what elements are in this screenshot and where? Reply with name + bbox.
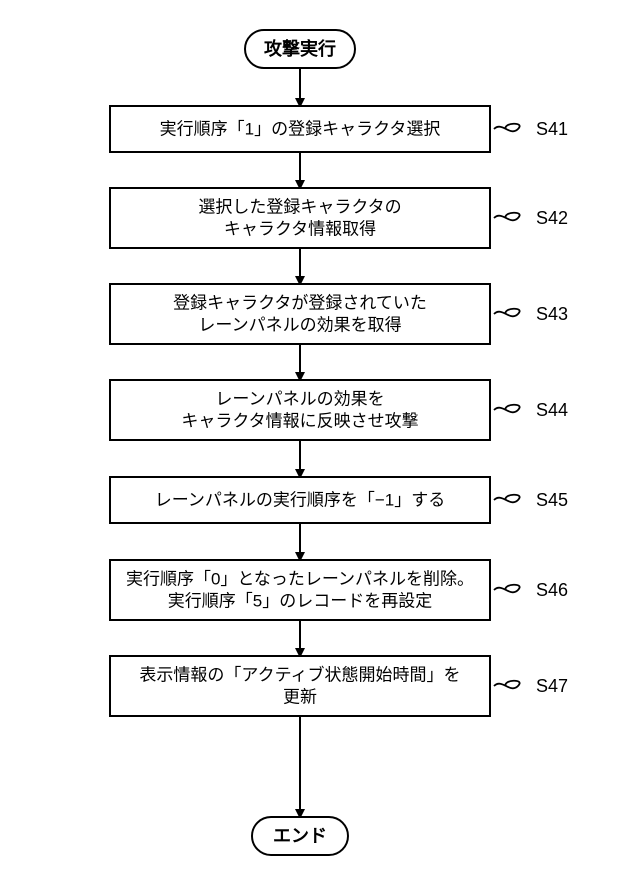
process-step-text: キャラクタ情報取得 [224, 220, 376, 239]
step-id-label: S46 [536, 580, 568, 600]
step-id-label: S43 [536, 304, 568, 324]
terminal-node: 攻撃実行 [245, 30, 355, 68]
process-step-text: レーンパネルの効果を [215, 390, 384, 409]
terminal-node: エンド [252, 817, 348, 855]
process-step-text: キャラクタ情報に反映させ攻撃 [181, 412, 418, 431]
terminal-label: 攻撃実行 [264, 38, 336, 59]
process-step-text: 実行順序「1」の登録キャラクタ選択 [160, 120, 441, 139]
process-step-text: 実行順序「0」となったレーンパネルを削除。 [126, 570, 474, 589]
process-step-text: レーンパネルの効果を取得 [198, 316, 401, 335]
step-id-label: S44 [536, 400, 568, 420]
process-step-text: 選択した登録キャラクタの [198, 198, 401, 217]
process-step-text: レーンパネルの実行順序を「−1」する [155, 491, 446, 510]
terminal-label: エンド [273, 826, 327, 846]
step-id-label: S47 [536, 676, 568, 696]
step-id-label: S42 [536, 208, 568, 228]
process-step-text: 登録キャラクタが登録されていた [173, 294, 427, 313]
process-step-text: 更新 [283, 688, 317, 707]
flowchart-canvas: 攻撃実行エンド 実行順序「1」の登録キャラクタ選択 S41 選択した登録キャラクタのキ… [0, 0, 640, 889]
step-id-label: S45 [536, 490, 568, 510]
process-step-text: 実行順序「5」のレコードを再設定 [168, 592, 432, 611]
step-id-label: S41 [536, 119, 568, 139]
process-step-text: 表示情報の「アクティブ状態開始時間」を [139, 665, 460, 685]
